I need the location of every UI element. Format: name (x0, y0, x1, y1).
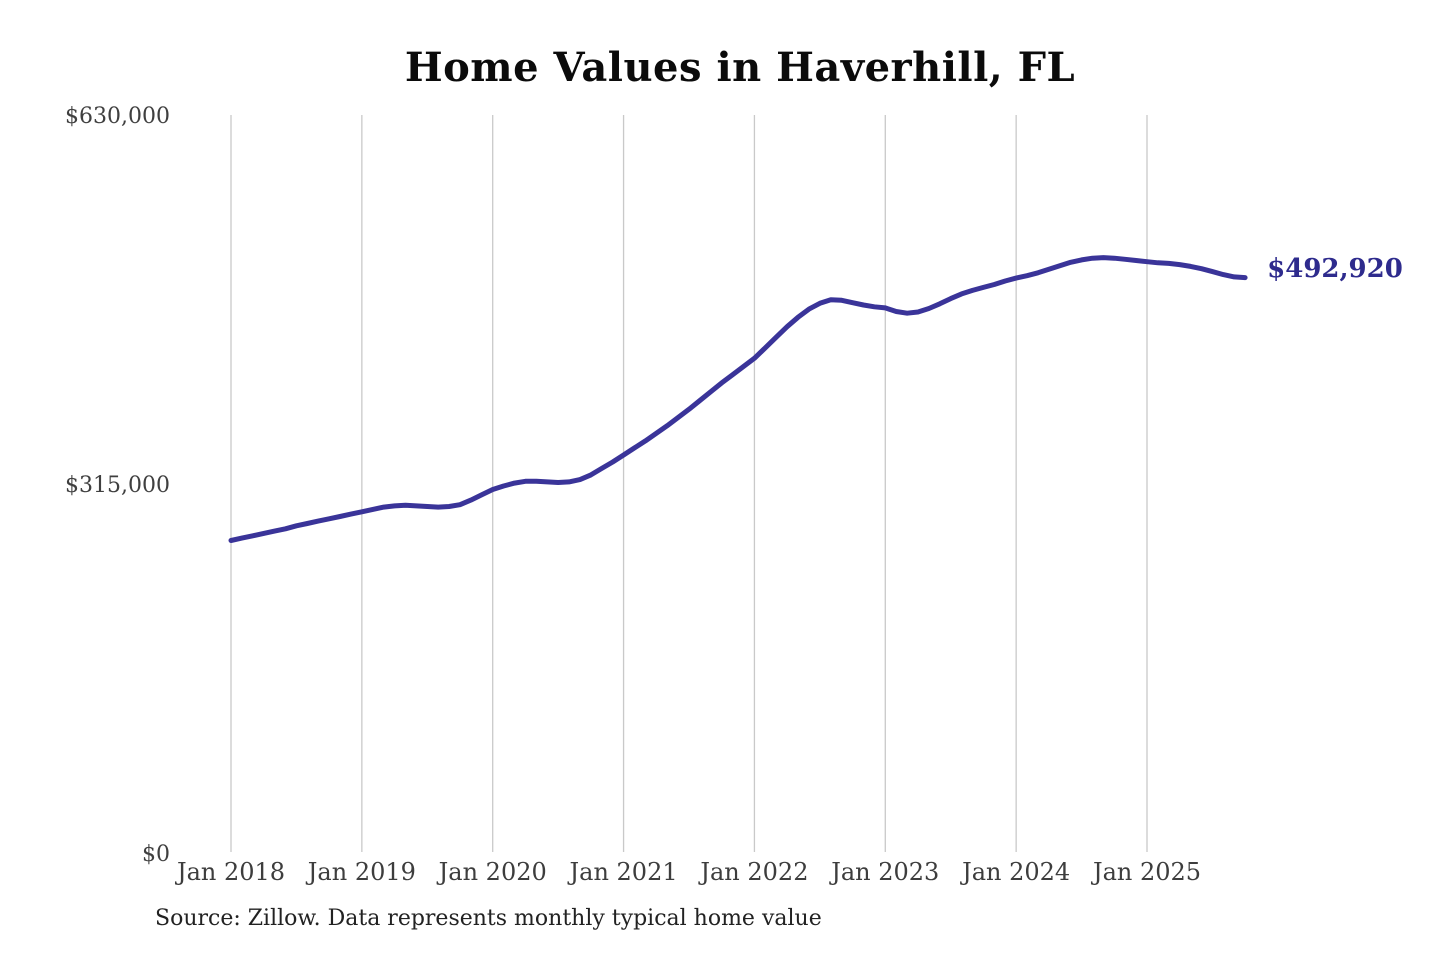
source-note: Source: Zillow. Data represents monthly … (155, 906, 822, 931)
x-axis-tick-label: Jan 2019 (307, 858, 416, 886)
x-axis-tick-label: Jan 2024 (962, 858, 1071, 886)
chart-title: Home Values in Haverhill, FL (404, 44, 1076, 91)
x-axis-tick-label: Jan 2018 (176, 858, 286, 886)
y-axis-tick-label: $630,000 (65, 104, 170, 129)
y-axis-tick-label: $0 (142, 842, 170, 867)
value-line (228, 255, 1248, 543)
x-axis-tick-label: Jan 2021 (569, 858, 678, 886)
x-axis-tick-label: Jan 2020 (438, 858, 547, 886)
x-axis-tick-label: Jan 2025 (1092, 858, 1202, 886)
x-axis-tick-label: Jan 2022 (700, 858, 809, 886)
x-axis-tick-label: Jan 2023 (831, 858, 940, 886)
y-axis-tick-label: $315,000 (65, 473, 170, 498)
end-value-label: $492,920 (1267, 253, 1403, 284)
